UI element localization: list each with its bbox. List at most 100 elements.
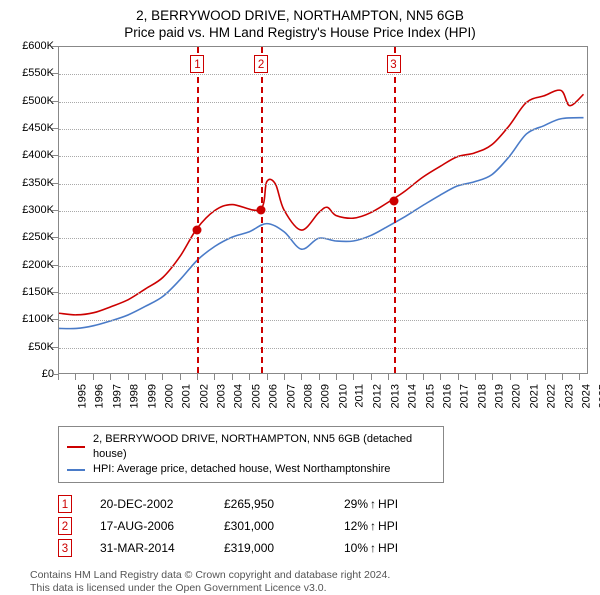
event-table: 1 20-DEC-2002 £265,950 29% ↑ HPI 2 17-AUG-200… <box>58 493 590 559</box>
x-tick-label: 2022 <box>546 384 558 408</box>
event-price: £265,950 <box>224 493 316 515</box>
annotation-vline <box>197 47 199 373</box>
event-price: £319,000 <box>224 537 316 559</box>
y-tick <box>52 101 58 102</box>
x-tick <box>440 374 441 380</box>
event-date: 20-DEC-2002 <box>100 493 196 515</box>
y-tick <box>52 319 58 320</box>
x-tick <box>214 374 215 380</box>
up-arrow-icon: ↑ <box>370 493 376 515</box>
y-tick <box>52 155 58 156</box>
event-date: 31-MAR-2014 <box>100 537 196 559</box>
x-tick-label: 2001 <box>181 384 193 408</box>
event-delta: 10% ↑ HPI <box>344 537 398 559</box>
y-tick-label: £500K <box>12 95 54 107</box>
event-price: £301,000 <box>224 515 316 537</box>
legend-label: 2, BERRYWOOD DRIVE, NORTHAMPTON, NN5 6GB… <box>93 432 435 462</box>
x-tick <box>75 374 76 380</box>
x-tick <box>197 374 198 380</box>
x-tick-label: 2013 <box>389 384 401 408</box>
x-tick <box>319 374 320 380</box>
title-block: 2, BERRYWOOD DRIVE, NORTHAMPTON, NN5 6GB… <box>10 8 590 40</box>
x-tick <box>58 374 59 380</box>
y-tick-label: £350K <box>12 177 54 189</box>
x-tick <box>492 374 493 380</box>
x-tick-label: 2000 <box>163 384 175 408</box>
x-tick-label: 2017 <box>459 384 471 408</box>
x-tick <box>562 374 563 380</box>
x-tick <box>232 374 233 380</box>
annotation-marker: 3 <box>387 55 401 73</box>
y-tick <box>52 73 58 74</box>
gridline <box>59 320 587 321</box>
x-tick-label: 2002 <box>198 384 210 408</box>
legend: 2, BERRYWOOD DRIVE, NORTHAMPTON, NN5 6GB… <box>58 426 444 483</box>
event-delta: 29% ↑ HPI <box>344 493 398 515</box>
gridline <box>59 266 587 267</box>
plot-area: 123 <box>58 46 588 374</box>
x-tick-label: 2018 <box>476 384 488 408</box>
x-tick <box>579 374 580 380</box>
legend-label: HPI: Average price, detached house, West… <box>93 462 390 477</box>
y-tick-label: £0 <box>12 368 54 380</box>
up-arrow-icon: ↑ <box>370 515 376 537</box>
y-tick-label: £50K <box>12 341 54 353</box>
y-tick-label: £400K <box>12 149 54 161</box>
x-tick-label: 2021 <box>528 384 540 408</box>
x-tick <box>527 374 528 380</box>
x-tick-label: 1995 <box>76 384 88 408</box>
x-tick <box>284 374 285 380</box>
root: 2, BERRYWOOD DRIVE, NORTHAMPTON, NN5 6GB… <box>0 0 600 590</box>
x-tick <box>458 374 459 380</box>
legend-swatch <box>67 446 85 448</box>
x-tick-label: 2005 <box>250 384 262 408</box>
gridline <box>59 156 587 157</box>
annotation-marker: 1 <box>190 55 204 73</box>
y-tick-label: £150K <box>12 286 54 298</box>
x-tick-label: 2011 <box>354 384 366 408</box>
y-tick <box>52 237 58 238</box>
y-tick-label: £300K <box>12 204 54 216</box>
x-tick-label: 1998 <box>129 384 141 408</box>
y-tick <box>52 292 58 293</box>
x-tick-label: 2024 <box>580 384 592 408</box>
y-tick <box>52 128 58 129</box>
y-tick-label: £550K <box>12 67 54 79</box>
series-svg <box>59 47 587 373</box>
gridline <box>59 211 587 212</box>
gridline <box>59 74 587 75</box>
up-arrow-icon: ↑ <box>370 537 376 559</box>
x-tick-label: 2012 <box>372 384 384 408</box>
gridline <box>59 238 587 239</box>
x-tick <box>162 374 163 380</box>
x-tick-label: 2020 <box>511 384 523 408</box>
event-marker: 2 <box>58 517 72 535</box>
gridline <box>59 293 587 294</box>
event-marker: 1 <box>58 495 72 513</box>
x-tick-label: 2016 <box>441 384 453 408</box>
gridline <box>59 102 587 103</box>
x-tick-label: 2008 <box>302 384 314 408</box>
x-tick <box>93 374 94 380</box>
sale-point <box>193 225 202 234</box>
x-tick <box>110 374 111 380</box>
y-tick-label: £450K <box>12 122 54 134</box>
y-tick-label: £250K <box>12 231 54 243</box>
x-tick <box>388 374 389 380</box>
legend-swatch <box>67 469 85 471</box>
x-tick <box>180 374 181 380</box>
x-tick <box>128 374 129 380</box>
event-row: 1 20-DEC-2002 £265,950 29% ↑ HPI <box>58 493 590 515</box>
x-tick-label: 2015 <box>424 384 436 408</box>
x-tick <box>510 374 511 380</box>
legend-row: HPI: Average price, detached house, West… <box>67 462 435 477</box>
x-tick-label: 2003 <box>216 384 228 408</box>
x-tick <box>406 374 407 380</box>
event-date: 17-AUG-2006 <box>100 515 196 537</box>
x-tick-label: 2023 <box>563 384 575 408</box>
x-tick <box>475 374 476 380</box>
event-row: 217-AUG-2006£301,00012% ↑ HPI <box>58 515 590 537</box>
annotation-vline <box>394 47 396 373</box>
x-tick <box>267 374 268 380</box>
gridline <box>59 129 587 130</box>
